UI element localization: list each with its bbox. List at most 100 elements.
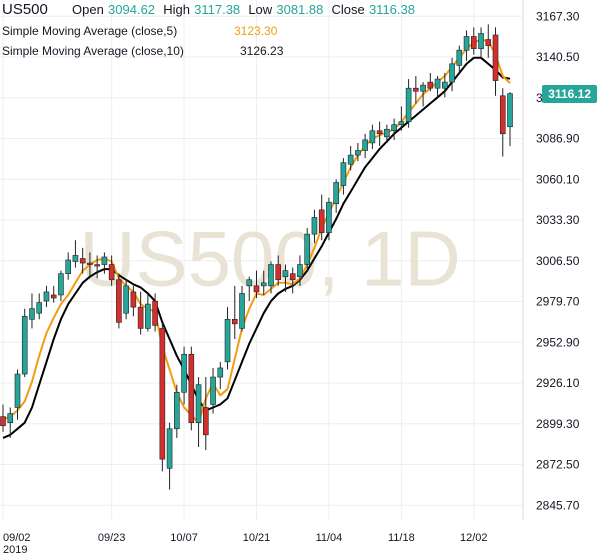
candle-body <box>79 258 86 264</box>
candle-body <box>130 291 137 308</box>
candle <box>231 285 238 340</box>
candles-group <box>0 24 513 490</box>
candle <box>499 88 506 157</box>
high-label: High <box>163 2 190 17</box>
candle-body <box>282 270 289 278</box>
candle <box>442 72 448 98</box>
candle <box>398 106 405 131</box>
candle-body <box>449 63 455 83</box>
candle <box>304 228 311 271</box>
price-tick-label: 2952.90 <box>536 335 580 349</box>
candle <box>297 255 303 286</box>
ohlc-header: US500 Open 3094.62 High 3117.38 Low 3081… <box>2 1 419 18</box>
candle <box>58 270 64 302</box>
candle <box>116 273 122 329</box>
time-axis[interactable]: 09/02 09/23 10/07 10/21 11/04 11/18 12/02 2019 <box>3 532 488 556</box>
year-label: 2019 <box>3 544 27 556</box>
candle-body <box>0 416 6 427</box>
candle <box>420 82 426 107</box>
candle <box>362 133 368 159</box>
candle <box>470 27 477 55</box>
candle <box>413 76 419 104</box>
candle-body <box>355 150 361 156</box>
price-tick-label: 2899.30 <box>536 417 580 431</box>
candle-body <box>289 273 296 281</box>
candle-body <box>456 49 463 66</box>
sma5-legend[interactable]: Simple Moving Average (close,5) <box>2 24 177 38</box>
candle-body <box>36 302 43 314</box>
candle-body <box>246 279 253 287</box>
price-tick-label: 3006.50 <box>536 254 580 268</box>
candle-body <box>152 300 158 326</box>
date-tick-label: 10/07 <box>170 532 198 544</box>
low-value: 3081.88 <box>276 2 324 17</box>
candle-body <box>101 256 108 265</box>
candle-body <box>239 293 245 329</box>
date-tick-label: 09/23 <box>98 532 126 544</box>
candle <box>152 293 158 332</box>
sma10-legend[interactable]: Simple Moving Average (close,10) <box>2 44 184 58</box>
candle-body <box>369 130 376 144</box>
candle <box>405 79 412 128</box>
candle <box>376 121 383 146</box>
candle-body <box>72 255 79 262</box>
candle <box>507 92 513 147</box>
candle <box>456 45 463 73</box>
candle <box>282 264 289 292</box>
candle-body <box>65 259 71 274</box>
candle <box>369 124 376 150</box>
candle-body <box>94 264 100 267</box>
candle <box>355 142 361 162</box>
candle-body <box>210 376 216 405</box>
candle <box>210 367 216 414</box>
candle-body <box>326 201 332 233</box>
high-value: 3117.38 <box>194 2 241 17</box>
price-tick-label: 2926.10 <box>536 376 580 390</box>
open-value: 3094.62 <box>108 2 156 17</box>
candle <box>253 270 260 299</box>
candle-body <box>203 407 209 436</box>
candle <box>29 293 35 329</box>
candle-body <box>137 306 144 329</box>
candle <box>159 322 166 472</box>
candle <box>427 72 434 92</box>
candle-body <box>224 318 231 363</box>
candle-body <box>145 303 151 329</box>
candle-body <box>318 209 325 233</box>
price-tick-label: 2872.50 <box>536 458 580 472</box>
candle <box>485 24 492 58</box>
candle-body <box>275 264 282 281</box>
last-price-tag: 3116.12 <box>542 84 597 103</box>
candle-body <box>21 315 28 375</box>
candle <box>318 194 325 241</box>
candle-body <box>253 285 260 293</box>
candle-body <box>420 84 426 92</box>
price-tick-label: 3033.30 <box>536 213 580 227</box>
candle-body <box>362 139 368 151</box>
candle <box>101 252 108 274</box>
candle-body <box>159 328 166 460</box>
candle-body <box>43 291 50 302</box>
candle-body <box>442 81 448 89</box>
candle <box>224 307 231 370</box>
candle <box>79 247 86 274</box>
candle <box>217 361 224 390</box>
price-axis[interactable]: 3167.303140.503113.703086.903060.103033.… <box>536 9 580 512</box>
candle-body <box>384 128 390 138</box>
close-label: Close <box>331 2 365 17</box>
candle-body <box>376 130 383 135</box>
candle-body <box>166 428 173 469</box>
candle-body <box>333 182 339 205</box>
candle <box>50 285 57 303</box>
candle <box>21 308 28 378</box>
candle <box>333 179 339 213</box>
sma10-value: 3126.23 <box>240 44 284 58</box>
candle-body <box>478 33 484 49</box>
price-tick-label: 2979.70 <box>536 295 580 309</box>
candle-body <box>391 124 397 132</box>
symbol-label[interactable]: US500 <box>2 1 48 18</box>
candle <box>326 197 332 241</box>
candle <box>384 124 390 143</box>
candle <box>239 285 245 332</box>
